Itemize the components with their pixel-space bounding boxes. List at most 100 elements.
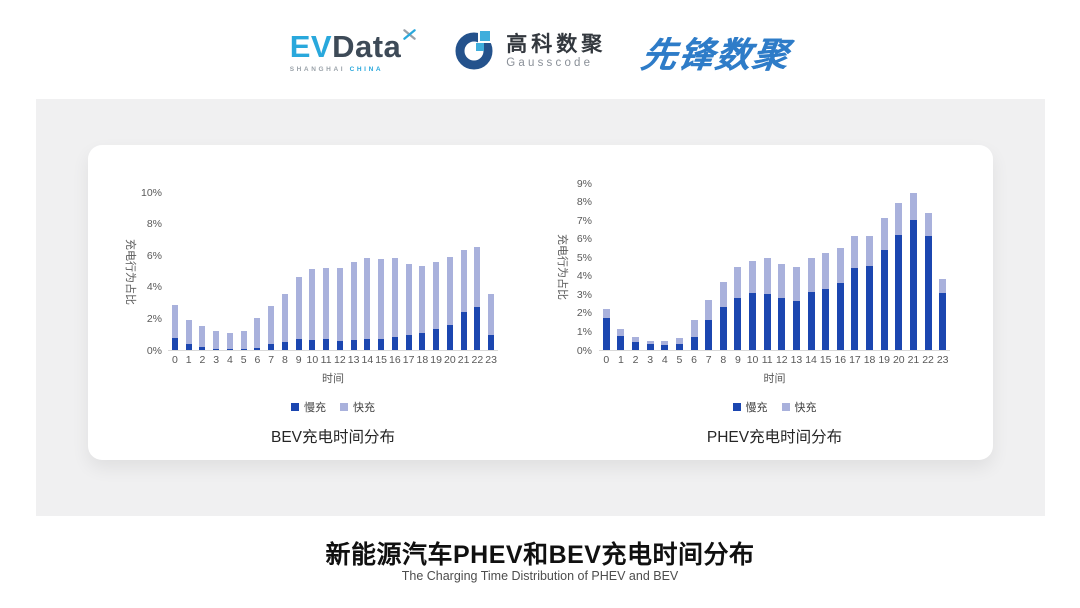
x-tick-label: 21 (907, 354, 920, 366)
bar-column (471, 192, 485, 350)
y-tick-label: 2% (146, 312, 162, 325)
bar-segment-slow (895, 234, 903, 350)
bar-column (716, 183, 731, 350)
bar-segment-fast (350, 261, 357, 340)
bar-column (484, 192, 498, 350)
evdata-tagline-shanghai: SHANGHAI (289, 66, 346, 73)
bar-segment-fast (240, 331, 247, 349)
x-tick-label: 15 (375, 354, 387, 366)
legend-label: 慢充 (304, 402, 326, 414)
bar-segment-slow (661, 345, 669, 350)
bar-column (892, 183, 907, 350)
y-tick-label: 9% (576, 177, 592, 190)
bar-segment-slow (792, 300, 800, 350)
x-tick-label: 8 (720, 354, 727, 366)
bar-column (361, 192, 375, 350)
phev-x-axis-ticks: 0 1 2 3 4 5 6 7 8 9 10 11 12 13 14 15 16 17 18 19 20 21 22 23 (599, 354, 950, 366)
bar-column (223, 192, 237, 350)
bar-segment-slow (474, 306, 481, 350)
bar-column (701, 183, 716, 350)
bar-segment-slow (419, 332, 426, 350)
bar-column (347, 192, 361, 350)
bar-segment-fast (924, 212, 932, 236)
bar-column (760, 183, 775, 350)
bar-segment-slow (213, 348, 220, 350)
bar-column (374, 192, 388, 350)
y-tick-label: 8% (146, 218, 162, 231)
x-tick-label: 0 (603, 354, 610, 366)
bar-column (848, 183, 863, 350)
bar-column (443, 192, 457, 350)
bar-segment-slow (749, 293, 757, 350)
bar-segment-slow (705, 320, 713, 350)
bar-column (643, 183, 658, 350)
bev-y-axis-ticks: 0% 2% 4% 6% 8% 10% (118, 187, 162, 356)
bar-segment-slow (268, 344, 275, 350)
x-tick-label: 3 (647, 354, 654, 366)
legend-label: 快充 (794, 402, 817, 414)
bar-column (457, 192, 471, 350)
bar-segment-fast (836, 247, 844, 284)
bar-segment-slow (924, 235, 932, 350)
bar-segment-fast (807, 258, 815, 293)
evdata-x-mark-icon (402, 27, 417, 46)
bar-segment-slow (323, 338, 330, 350)
bar-segment-fast (719, 282, 727, 308)
bar-column (429, 192, 443, 350)
bar-column (402, 192, 416, 350)
y-tick-label: 8% (576, 196, 592, 209)
x-tick-label: 10 (306, 354, 319, 366)
bar-segment-fast (851, 235, 859, 269)
bar-segment-fast (705, 299, 713, 321)
x-tick-label: 18 (863, 354, 876, 366)
bar-column (319, 192, 333, 350)
bar-segment-fast (734, 266, 742, 299)
y-tick-label: 0% (146, 344, 162, 357)
bar-segment-fast (364, 258, 371, 339)
bar-column (804, 183, 819, 350)
bar-column (251, 192, 265, 350)
bar-column (209, 192, 223, 350)
bar-column (416, 192, 430, 350)
x-tick-label: 0 (171, 354, 178, 366)
bev-legend: 慢充 快充 (168, 399, 498, 415)
bar-segment-fast (336, 267, 343, 341)
bar-column (599, 183, 614, 350)
bar-segment-fast (939, 278, 947, 294)
bar-segment-fast (632, 337, 640, 342)
bar-segment-slow (675, 344, 683, 350)
bar-segment-fast (661, 340, 669, 345)
bar-column (833, 183, 848, 350)
x-tick-label: 16 (834, 354, 847, 366)
bar-column (168, 192, 182, 350)
bar-segment-slow (909, 220, 917, 350)
page-subtitle: The Charging Time Distribution of PHEV a… (401, 569, 679, 583)
bar-segment-fast (866, 235, 874, 266)
x-tick-label: 8 (281, 354, 288, 366)
y-tick-label: 4% (146, 281, 162, 294)
bar-segment-fast (675, 337, 683, 345)
bar-segment-slow (836, 283, 844, 350)
bar-column (672, 183, 687, 350)
y-tick-label: 4% (576, 270, 592, 283)
bar-segment-fast (792, 266, 800, 301)
gausscode-logo: 高科数聚 Gausscode (453, 27, 606, 77)
bar-segment-fast (880, 218, 888, 250)
phev-y-axis-title: 充电行为占比 (556, 234, 568, 300)
evdata-logo-ev: EV (289, 29, 333, 64)
x-tick-label: 6 (254, 354, 261, 366)
bar-segment-slow (807, 292, 815, 350)
x-tick-label: 1 (618, 354, 624, 366)
bar-segment-slow (309, 339, 316, 350)
bar-column (745, 183, 760, 350)
legend-marker-icon (781, 403, 790, 411)
bar-column (388, 192, 402, 350)
y-tick-label: 3% (576, 288, 592, 301)
gausscode-name-en: Gausscode (506, 57, 594, 70)
bar-segment-slow (446, 324, 453, 350)
bar-segment-fast (602, 309, 610, 318)
bar-segment-slow (295, 338, 302, 350)
bar-column (658, 183, 673, 350)
bar-column (292, 192, 306, 350)
bar-segment-fast (763, 258, 771, 295)
